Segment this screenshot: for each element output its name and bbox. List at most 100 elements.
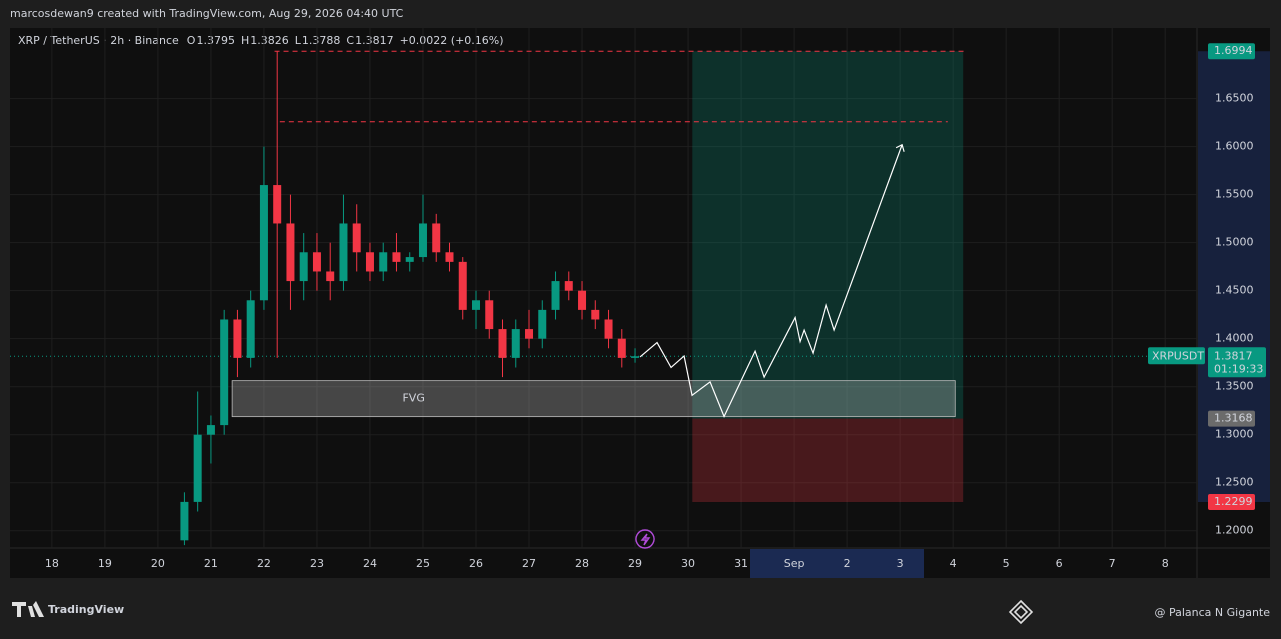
y-tick-label: 1.6500 [1215,92,1254,105]
candle-body [352,223,361,253]
x-tick-label: Sep [784,557,805,570]
x-tick-label: 6 [1056,557,1063,570]
ohlc-label: L [295,34,302,47]
target-zone [692,51,964,419]
ohlc-label: O [187,34,196,47]
candle-body [551,281,560,310]
ohlc-value: 1.3795 [196,34,235,47]
candle-body [246,300,255,358]
y-tick-label: 1.2000 [1215,524,1254,537]
time-axis-highlight [750,549,924,578]
candle-body [631,356,640,358]
candle-body [405,257,414,262]
plot: 1.2000 1.2500 1.3000 1.3500 1.4000 1.4500 1.50… [10,28,1270,570]
y-tick-label: 1.4000 [1215,332,1254,345]
candle-body [392,252,401,262]
tradingview-logo [12,601,44,617]
x-tick-label: 20 [151,557,165,570]
candle-body [312,252,321,272]
countdown: 01:19:33 [1214,362,1263,375]
candle-body [299,252,308,282]
x-tick-label: 25 [416,557,430,570]
candle-body [418,223,427,258]
projection [639,144,903,418]
x-tick-label: 27 [522,557,536,570]
credit-icon [1008,599,1034,625]
candle-body [485,300,494,330]
x-tick-label: 4 [950,557,957,570]
candle-body [445,252,454,262]
candle-body [538,309,547,339]
symbol: XRP / TetherUS · 2h · Binance [18,34,179,47]
x-tick-label: 28 [575,557,589,570]
candle-body [432,223,441,253]
x-tick-label: 8 [1162,557,1169,570]
y-tick-label: 1.5500 [1215,188,1254,201]
stop-label: 1.2299 [1214,495,1253,508]
y-tick-label: 1.3500 [1215,380,1254,393]
y-tick-label: 1.4500 [1215,284,1254,297]
ohlc-value: 1.3826 [250,34,289,47]
x-tick-label: 29 [628,557,642,570]
x-tick-label: 5 [1003,557,1010,570]
y-tick-label: 1.6000 [1215,140,1254,153]
candle-body [564,281,573,291]
candle-body [365,252,374,272]
candle-body [259,185,268,301]
fvg-zone [231,380,956,418]
candle-body [339,223,348,282]
candle-body [458,261,467,310]
candle-body [617,338,626,358]
change: +0.0022 (+0.16%) [400,34,504,47]
ohlc-label: H [241,34,249,47]
x-tick-label: 19 [98,557,112,570]
header: marcosdewan9 created with TradingView.co… [10,7,404,20]
credit: @ Palanca N Gigante [1154,606,1270,619]
target-label: 1.6994 [1214,44,1253,57]
candle-body [525,329,534,339]
chart-panel [10,28,1270,578]
entry-box [1208,410,1255,427]
x-tick-label: 30 [681,557,695,570]
candle-body [220,319,229,426]
candle-body [604,319,613,339]
x-tick-label: 2 [844,557,851,570]
candle-body [578,290,587,310]
legend: XRP / TetherUS · 2h · Binance O 1.3795 H 1.3… [18,34,504,47]
x-tick-label: 26 [469,557,483,570]
x-tick-label: 22 [257,557,271,570]
ohlc-value: 1.3788 [302,34,341,47]
x-tick-label: 23 [310,557,324,570]
target-box [1208,43,1255,60]
ohlc-value: 1.3817 [355,34,394,47]
symbol-label: XRPUSDT [1152,349,1204,362]
candle-body [233,319,242,358]
candle-body [591,309,600,320]
candle-body [273,185,282,224]
candle-body [206,425,215,435]
candle-body [379,252,388,272]
last-price-box [1208,347,1266,378]
candle-body [471,300,480,310]
projection-arrow [895,143,905,152]
candle-body [511,329,520,358]
y-tick-label: 1.5000 [1215,236,1254,249]
fvg-label: FVG [402,392,424,405]
x-tick-label: 7 [1109,557,1116,570]
event-icon [635,529,655,549]
candle-body [498,329,507,358]
candle-body [326,271,335,282]
price-axis-highlight [1198,51,1270,503]
stop-box [1208,494,1255,511]
x-tick-label: 24 [363,557,377,570]
candle-body [286,223,295,282]
stop-zone [692,418,964,503]
x-tick-label: 21 [204,557,218,570]
y-tick-label: 1.3000 [1215,428,1254,441]
x-tick-label: 18 [45,557,59,570]
y-tick-label: 1.2500 [1215,476,1254,489]
x-tick-label: 31 [734,557,748,570]
last-price-label: 1.3817 [1214,349,1253,362]
x-tick-label: 3 [897,557,904,570]
